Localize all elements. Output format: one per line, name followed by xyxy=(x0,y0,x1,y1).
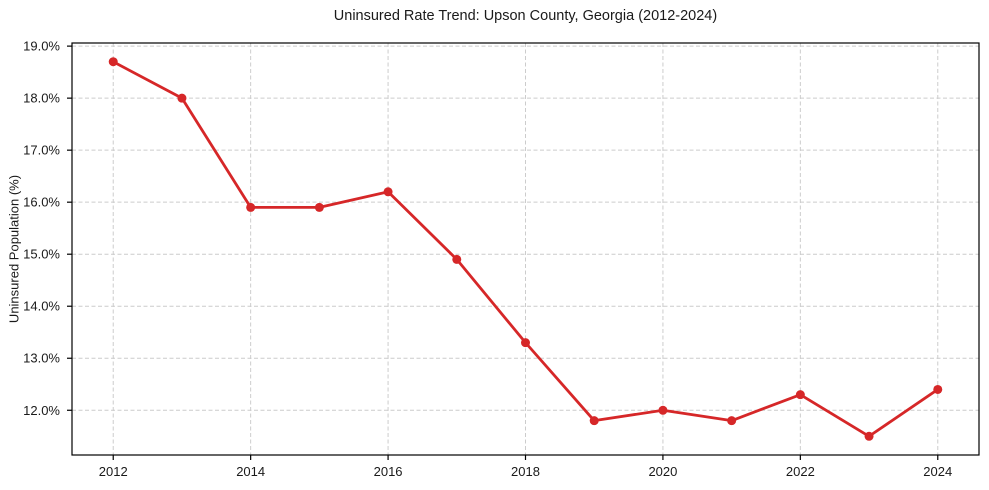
chart-title: Uninsured Rate Trend: Upson County, Geor… xyxy=(333,8,718,24)
data-point-marker xyxy=(589,416,599,426)
data-point-marker xyxy=(246,202,256,212)
y-tick-label: 19.0% xyxy=(23,39,60,54)
y-axis-ticks: 12.0% 13.0% 14.0% 15.0% 16.0% 17.0% 18.0% 19.0% xyxy=(23,39,72,418)
data-point-marker xyxy=(864,431,874,441)
x-tick-label: 2014 xyxy=(236,464,265,479)
data-point-marker xyxy=(383,187,393,197)
data-point-marker xyxy=(177,93,187,103)
x-tick-label: 2012 xyxy=(99,464,128,479)
data-point-marker xyxy=(727,416,737,426)
data-point-marker xyxy=(108,57,118,67)
data-point-marker xyxy=(933,384,943,394)
x-tick-label: 2022 xyxy=(786,464,815,479)
data-point-marker xyxy=(314,202,324,212)
data-point-marker xyxy=(795,390,805,400)
data-point-marker xyxy=(452,254,462,264)
y-tick-label: 18.0% xyxy=(23,91,60,106)
data-point-markers xyxy=(108,57,943,441)
x-tick-label: 2018 xyxy=(511,464,540,479)
y-tick-label: 15.0% xyxy=(23,247,60,262)
y-tick-label: 13.0% xyxy=(23,351,60,366)
y-tick-label: 16.0% xyxy=(23,195,60,210)
x-axis-ticks: 2012 2014 2016 2018 2020 2022 2024 xyxy=(99,455,952,479)
data-point-marker xyxy=(521,338,530,348)
x-tick-label: 2016 xyxy=(374,464,403,479)
data-point-marker xyxy=(658,405,668,415)
gridlines xyxy=(72,43,979,455)
x-tick-label: 2024 xyxy=(923,464,952,479)
y-tick-label: 12.0% xyxy=(23,403,60,418)
x-tick-label: 2020 xyxy=(648,464,677,479)
y-tick-label: 17.0% xyxy=(23,143,60,158)
y-tick-label: 14.0% xyxy=(23,299,60,314)
